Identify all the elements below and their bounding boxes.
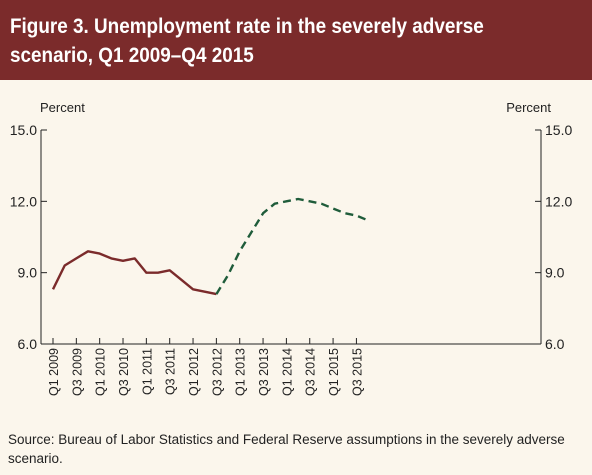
- figure-header: Figure 3. Unemployment rate in the sever…: [0, 0, 592, 80]
- y-tick-label-right: 6.0: [545, 336, 565, 352]
- x-tick-label: Q3 2010: [117, 348, 131, 396]
- x-tick-label: Q3 2013: [257, 348, 271, 396]
- y-tick-label-left: 9.0: [18, 265, 38, 281]
- x-tick-label: Q3 2014: [304, 348, 318, 396]
- x-tick-label: Q1 2010: [94, 348, 108, 396]
- y-tick-label-right: 9.0: [545, 265, 565, 281]
- y-tick-label-left: 12.0: [10, 193, 37, 209]
- y-tick-label-right: 12.0: [545, 193, 572, 209]
- x-tick-label: Q1 2014: [280, 348, 294, 396]
- x-tick-label: Q3 2009: [70, 348, 84, 396]
- chart-area: 6.0 6.0 9.0 9.0 12.0 12.0 15.0 15.0 Percent Perce…: [0, 80, 592, 426]
- x-tick-label: Q1 2013: [234, 348, 248, 396]
- projected-line: [215, 197, 369, 295]
- x-tick-label: Q1 2011: [140, 348, 154, 395]
- y-tick-label-left: 6.0: [18, 336, 38, 352]
- x-tick-label: Q1 2015: [327, 348, 341, 396]
- x-tick-label: Q3 2012: [210, 348, 224, 396]
- source-note: Source: Bureau of Labor Statistics and F…: [8, 432, 565, 466]
- y-axis-label-left: Percent: [40, 100, 85, 115]
- x-tick-label: Q1 2009: [47, 348, 61, 396]
- y-tick-label-right: 15.0: [545, 122, 572, 138]
- historical-line: [51, 250, 217, 296]
- x-tick-label: Q3 2015: [350, 348, 364, 396]
- y-tick-label-left: 15.0: [10, 122, 37, 138]
- y-axis-label-right: Percent: [506, 100, 551, 115]
- x-tick-label: Q3 2011: [164, 348, 178, 395]
- x-tick-label: Q1 2012: [187, 348, 201, 396]
- chart-title: Figure 3. Unemployment rate in the sever…: [10, 15, 484, 67]
